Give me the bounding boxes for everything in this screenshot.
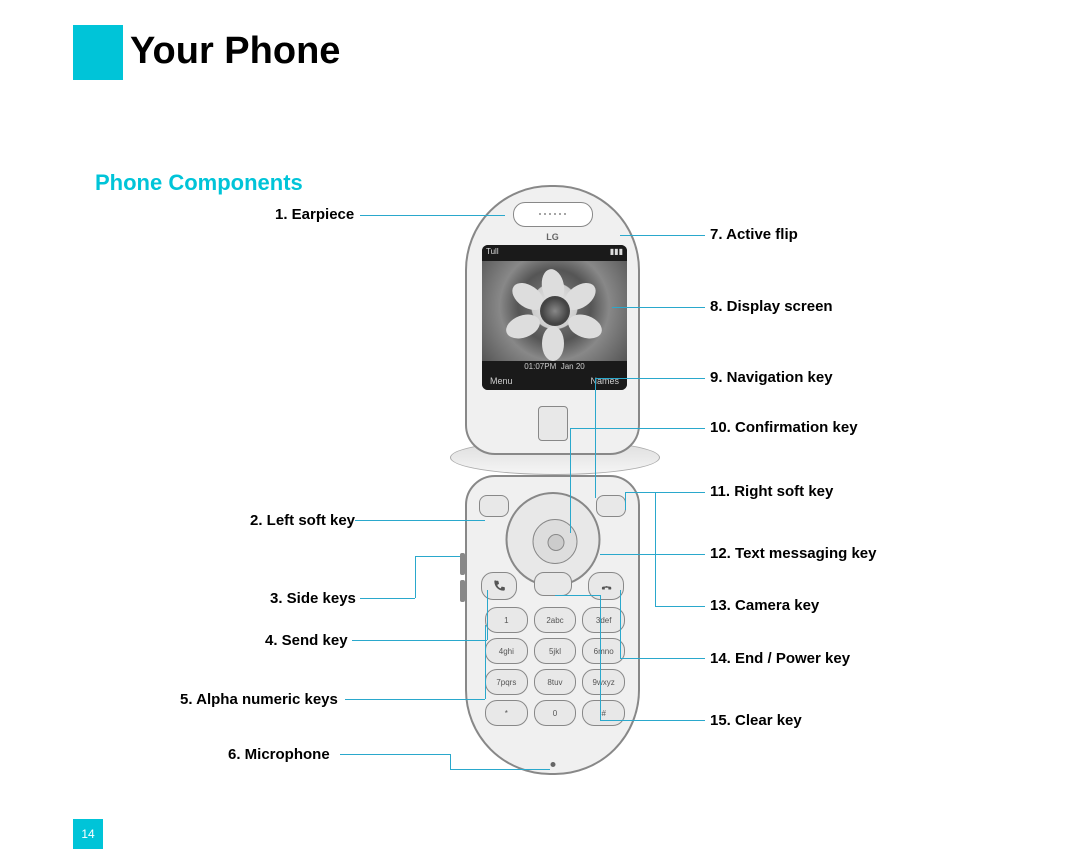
leader-13a	[655, 606, 705, 607]
microphone	[550, 762, 555, 767]
key-4: 4ghi	[485, 638, 528, 664]
header-accent-block	[73, 25, 123, 80]
label-active-flip: 7. Active flip	[710, 226, 798, 243]
label-confirmation-key: 10. Confirmation key	[710, 419, 858, 436]
label-text-messaging: 12. Text messaging key	[710, 545, 876, 562]
label-end-power-key: 14. End / Power key	[710, 650, 850, 667]
label-left-soft-key: 2. Left soft key	[250, 512, 355, 529]
leader-6b	[450, 754, 451, 769]
leader-6c	[450, 769, 550, 770]
leader-5a	[345, 699, 485, 700]
label-display-screen: 8. Display screen	[710, 298, 833, 315]
key-7: 7pqrs	[485, 669, 528, 695]
key-5: 5jkl	[534, 638, 577, 664]
page-title: Your Phone	[130, 30, 340, 73]
leader-12	[600, 554, 705, 555]
leader-3c	[415, 556, 460, 557]
leader-11b	[625, 492, 626, 510]
key-9: 9wxyz	[582, 669, 625, 695]
leader-9b	[595, 378, 596, 498]
label-camera-key: 13. Camera key	[710, 597, 819, 614]
logo-slot	[538, 406, 568, 441]
earpiece	[513, 202, 593, 227]
page-number: 14	[73, 819, 103, 849]
leader-3a	[360, 598, 415, 599]
label-alpha-numeric: 5. Alpha numeric keys	[180, 691, 338, 708]
section-title: Phone Components	[95, 170, 303, 196]
leader-4b	[487, 590, 488, 640]
key-0: 0	[534, 700, 577, 726]
leader-2	[355, 520, 485, 521]
key-8: 8tuv	[534, 669, 577, 695]
leader-9a	[595, 378, 705, 379]
status-bar: Tull ▮▮▮	[482, 245, 627, 261]
leader-7	[620, 235, 705, 236]
key-2: 2abc	[534, 607, 577, 633]
label-right-soft-key: 11. Right soft key	[710, 483, 833, 500]
leader-11a	[625, 492, 705, 493]
brand-logo: LG	[546, 232, 559, 242]
alpha-numeric-keypad: 1 2abc 3def 4ghi 5jkl 6mno 7pqrs 8tuv 9w…	[485, 607, 625, 726]
leader-15b	[600, 595, 601, 720]
key-6: 6mno	[582, 638, 625, 664]
signal-indicator: Tull	[486, 247, 499, 259]
phone-keypad-body: 1 2abc 3def 4ghi 5jkl 6mno 7pqrs 8tuv 9w…	[465, 475, 640, 775]
key-1: 1	[485, 607, 528, 633]
leader-6a	[340, 754, 450, 755]
right-soft-key	[596, 495, 626, 517]
battery-indicator: ▮▮▮	[610, 247, 623, 259]
key-star: *	[485, 700, 528, 726]
leader-15a	[600, 720, 705, 721]
display-screen: Tull ▮▮▮ 01:07PM Jan 20 Menu Names	[482, 245, 627, 390]
leader-13b	[655, 492, 656, 606]
label-microphone: 6. Microphone	[228, 746, 330, 763]
leader-10b	[570, 428, 571, 533]
leader-14a	[620, 658, 705, 659]
leader-5b	[485, 625, 486, 699]
label-send-key: 4. Send key	[265, 632, 348, 649]
label-earpiece: 1. Earpiece	[275, 206, 354, 223]
phone-flip-top: LG Tull ▮▮▮ 01:07PM Jan 20 Menu Names	[465, 185, 640, 455]
leader-8	[612, 307, 705, 308]
clock-bar: 01:07PM Jan 20	[482, 361, 627, 375]
label-clear-key: 15. Clear key	[710, 712, 802, 729]
leader-1	[360, 215, 505, 216]
left-soft-key	[479, 495, 509, 517]
ok-key	[547, 534, 564, 551]
wallpaper	[482, 261, 627, 361]
leader-4a	[352, 640, 487, 641]
clear-key	[534, 572, 572, 596]
leader-14b	[620, 590, 621, 658]
leader-3b	[415, 556, 416, 598]
leader-10a	[570, 428, 705, 429]
label-side-keys: 3. Side keys	[270, 590, 356, 607]
key-hash: #	[582, 700, 625, 726]
leader-15c	[555, 595, 600, 596]
key-3: 3def	[582, 607, 625, 633]
label-navigation-key: 9. Navigation key	[710, 369, 833, 386]
